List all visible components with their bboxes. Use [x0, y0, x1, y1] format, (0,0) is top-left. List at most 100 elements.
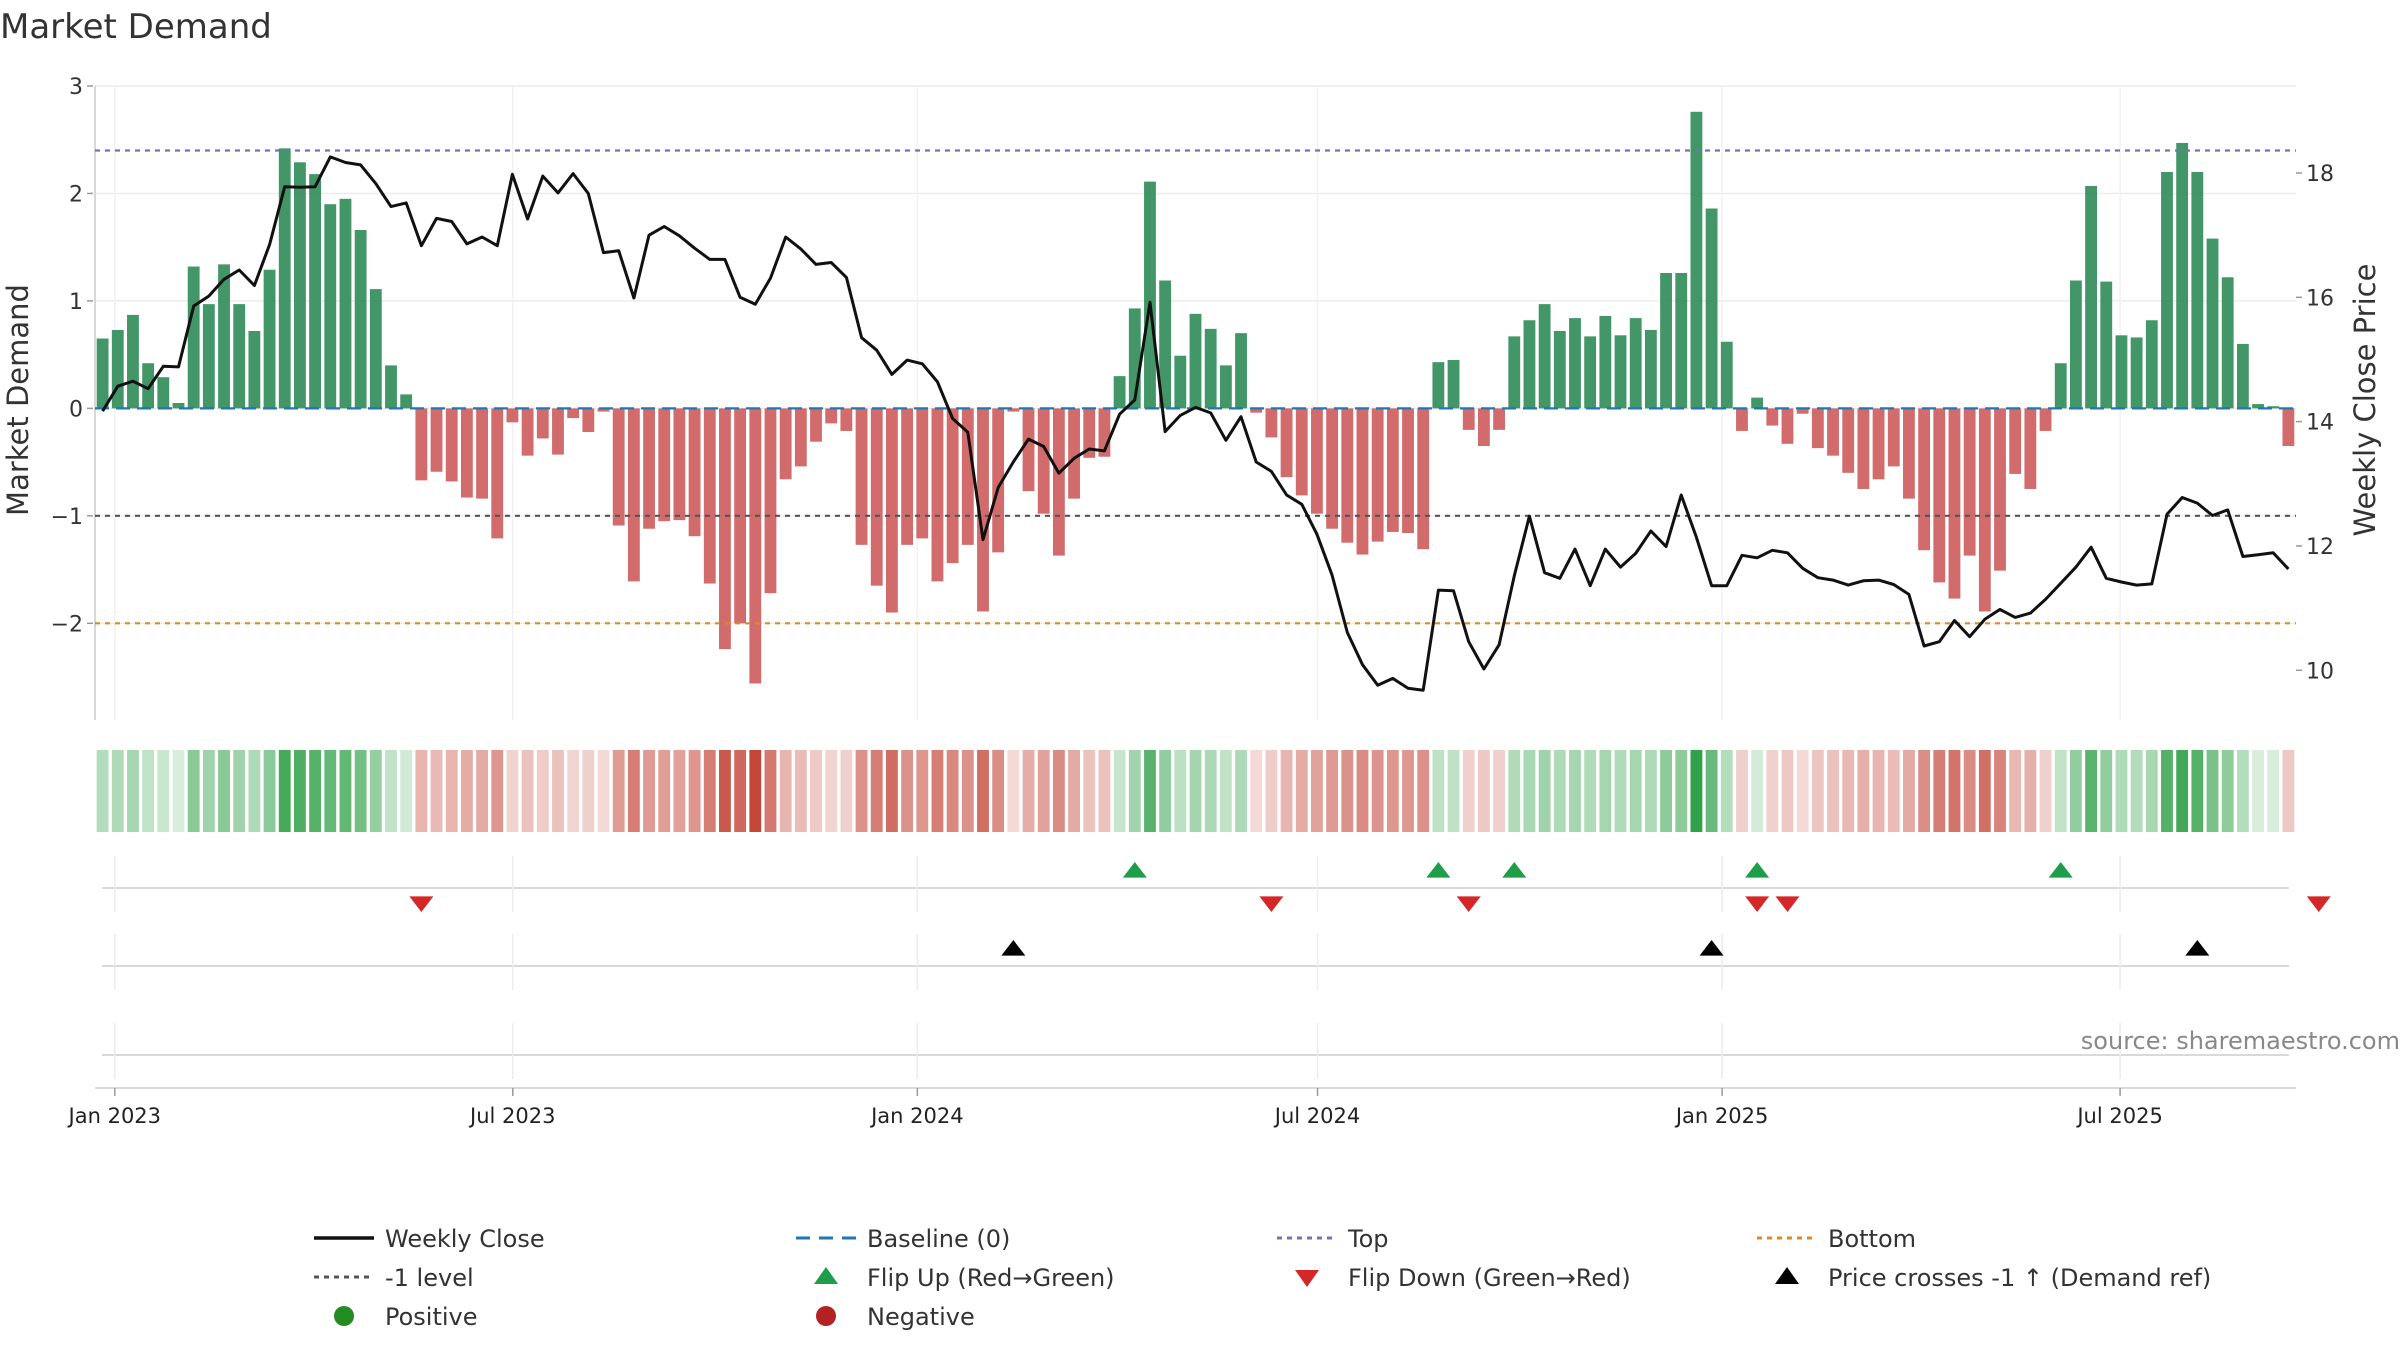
demand-bar: [992, 408, 1005, 553]
heat-cell: [1736, 750, 1748, 832]
demand-bar: [582, 408, 595, 433]
heat-cell: [1341, 750, 1354, 832]
demand-bar: [2176, 142, 2189, 409]
heat-cell: [1629, 750, 1642, 832]
price-cross-marker: [1001, 940, 1026, 956]
heat-cell: [2161, 750, 2173, 832]
heat-cell: [278, 750, 291, 832]
heat-cell: [1128, 750, 1141, 832]
demand-bar: [1007, 408, 1020, 412]
heat-cell: [1948, 750, 1961, 832]
demand-bar: [157, 377, 170, 409]
demand-bar: [961, 408, 974, 545]
demand-heat-strip: [96, 750, 2295, 832]
demand-bar: [749, 408, 762, 684]
demand-bar: [1781, 408, 1794, 444]
heat-cell: [1022, 750, 1035, 832]
demand-bar: [1235, 333, 1247, 409]
legend-swatch: [1295, 1270, 1319, 1287]
heat-cell: [1098, 750, 1111, 832]
heat-cell: [263, 750, 276, 832]
left-axis-ticks: 3 2 1 0 −1 −2: [51, 75, 93, 637]
heat-cell: [1827, 750, 1839, 832]
demand-bar: [1827, 408, 1839, 456]
heat-cell: [339, 750, 352, 832]
heat-cell: [445, 750, 458, 832]
demand-bar: [1159, 280, 1172, 409]
demand-bar: [233, 304, 246, 409]
demand-bar: [1189, 313, 1202, 409]
date-tick-label: Jul 2024: [1273, 1104, 1360, 1128]
demand-bar: [931, 408, 944, 582]
heat-cell: [1963, 750, 1976, 832]
demand-bar: [1903, 408, 1915, 499]
price-cross-marker: [1699, 940, 1724, 956]
legend-label: -1 level: [385, 1264, 474, 1292]
event-rows: [102, 856, 2331, 1079]
heat-cell: [749, 750, 762, 832]
heat-cell: [719, 750, 731, 832]
demand-bar: [1994, 408, 2006, 571]
price-cross-marker: [2185, 940, 2210, 956]
heat-cell: [1538, 750, 1551, 832]
demand-bar: [734, 408, 747, 624]
heat-cell: [2236, 750, 2249, 832]
flip-up-marker: [1502, 862, 1527, 878]
heat-cell: [2039, 750, 2052, 832]
demand-bar: [248, 331, 261, 409]
demand-bar: [1887, 408, 1900, 467]
heat-cell: [1493, 750, 1506, 832]
demand-bar: [779, 408, 792, 480]
heat-cell: [1872, 750, 1885, 832]
heat-cell: [1599, 750, 1612, 832]
heat-cell: [2069, 750, 2082, 832]
heat-cell: [734, 750, 747, 832]
left-tick-label: 3: [69, 75, 83, 100]
heat-cell: [1477, 750, 1490, 832]
heat-cell: [2009, 750, 2022, 832]
heat-cell: [1720, 750, 1733, 832]
demand-bar: [1766, 408, 1779, 426]
heat-cell: [324, 750, 337, 832]
demand-bar: [400, 394, 413, 409]
demand-bar: [263, 269, 276, 409]
heat-cell: [1933, 750, 1946, 832]
heat-cell: [1569, 750, 1581, 832]
heat-cell: [536, 750, 549, 832]
demand-bar: [1614, 335, 1627, 409]
heat-cell: [1356, 750, 1369, 832]
heat-cell: [931, 750, 944, 832]
demand-bar: [1311, 408, 1323, 514]
legend-label: Weekly Close: [385, 1225, 545, 1253]
heat-cell: [2145, 750, 2158, 832]
demand-bar: [567, 408, 580, 419]
heat-cell: [491, 750, 504, 832]
demand-bar: [1493, 408, 1506, 430]
demand-bar: [1842, 408, 1855, 473]
heat-cell: [552, 750, 564, 832]
demand-bar: [840, 408, 853, 431]
demand-bar: [476, 408, 488, 499]
heat-cell: [1417, 750, 1430, 832]
demand-bar: [2054, 363, 2067, 409]
legend-label: Price crosses -1 ↑ (Demand ref): [1828, 1264, 2211, 1292]
demand-bar: [1326, 408, 1339, 529]
heat-cell: [688, 750, 701, 832]
heat-cell: [870, 750, 883, 832]
demand-bar: [278, 148, 291, 409]
heat-cell: [172, 750, 185, 832]
date-tick-label: Jan 2025: [1674, 1104, 1769, 1128]
heat-cell: [1235, 750, 1247, 832]
demand-bar: [916, 408, 929, 539]
heat-cell: [673, 750, 686, 832]
heat-cell: [96, 750, 109, 832]
heat-cell: [127, 750, 139, 832]
demand-bar: [1356, 408, 1369, 555]
demand-bar: [810, 408, 822, 442]
demand-bar: [309, 174, 322, 409]
demand-bar: [96, 338, 109, 409]
heat-cell: [202, 750, 215, 832]
demand-bar: [1144, 181, 1156, 409]
demand-bar: [2115, 335, 2128, 409]
heat-cell: [810, 750, 822, 832]
